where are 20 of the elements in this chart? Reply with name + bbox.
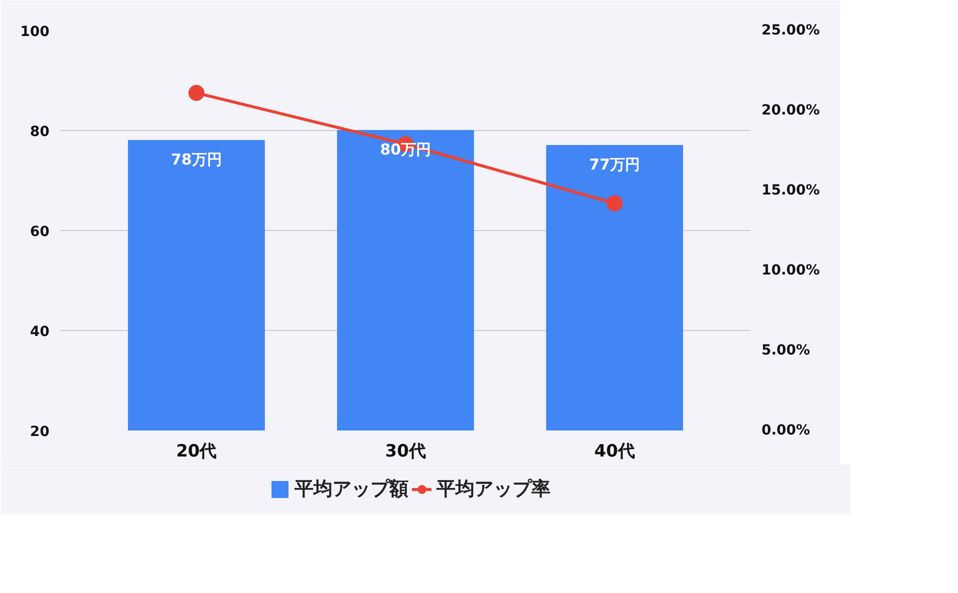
x-tick-label: 30代 — [385, 442, 426, 462]
legend-label: 平均アップ額 — [294, 477, 408, 502]
y-tick-label: 40 — [30, 324, 50, 340]
y2-tick-label: 5.00% — [762, 342, 810, 358]
y-tick-label: 100 — [20, 24, 50, 40]
point — [188, 84, 204, 101]
y-tick-label: 20 — [30, 424, 50, 440]
y2-tick-label: 20.00% — [762, 102, 820, 118]
legend-label: 平均アップ率 — [436, 477, 550, 502]
y2-tick-label: 10.00% — [762, 262, 820, 278]
y2-tick-label: 25.00% — [762, 22, 820, 38]
data-label: 77万円 — [589, 156, 640, 174]
data-label: 78万円 — [170, 150, 222, 168]
point — [606, 195, 623, 212]
y2-tick-label: 15.00% — [762, 182, 820, 198]
x-tick-label: 20代 — [176, 442, 217, 462]
x-tick-label: 40代 — [594, 442, 635, 462]
y2-tick-label: 0.00% — [762, 422, 810, 438]
y-tick-label: 80 — [30, 124, 50, 140]
y-tick-label: 60 — [30, 224, 50, 240]
